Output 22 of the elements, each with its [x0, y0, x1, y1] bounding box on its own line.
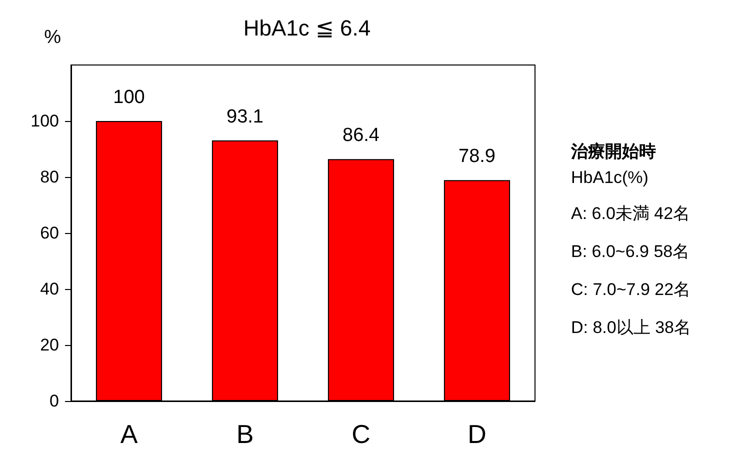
y-tick-label: 40 — [40, 280, 59, 298]
data-label: 78.9 — [458, 146, 496, 168]
data-label: 100 — [113, 87, 145, 108]
text: A: 6.0未満 42名 — [571, 204, 690, 223]
chart-title: HbA1c ≦ 6.4 — [243, 16, 371, 40]
x-tick-label: B — [236, 419, 254, 449]
x-tick-label: A — [120, 419, 138, 449]
text: HbA1c(%) — [571, 168, 648, 187]
x-tick-label: C — [352, 419, 370, 449]
y-tick-label: 60 — [40, 224, 59, 242]
data-label: 93.1 — [226, 106, 264, 128]
text: D: 8.0以上 38名 — [571, 318, 691, 337]
y-tick-label: 80 — [40, 168, 59, 186]
text: C: 7.0~7.9 22名 — [571, 280, 691, 299]
y-tick-label: 100 — [30, 112, 59, 130]
y-tick-label: 0 — [50, 392, 59, 410]
text: 治療開始時 — [570, 142, 656, 161]
y-axis-title: % — [44, 27, 62, 48]
data-label: 86.4 — [342, 125, 380, 146]
y-tick-label: 20 — [40, 336, 59, 354]
text: B: 6.0~6.9 58名 — [571, 242, 690, 261]
x-tick-label: D — [468, 419, 486, 449]
